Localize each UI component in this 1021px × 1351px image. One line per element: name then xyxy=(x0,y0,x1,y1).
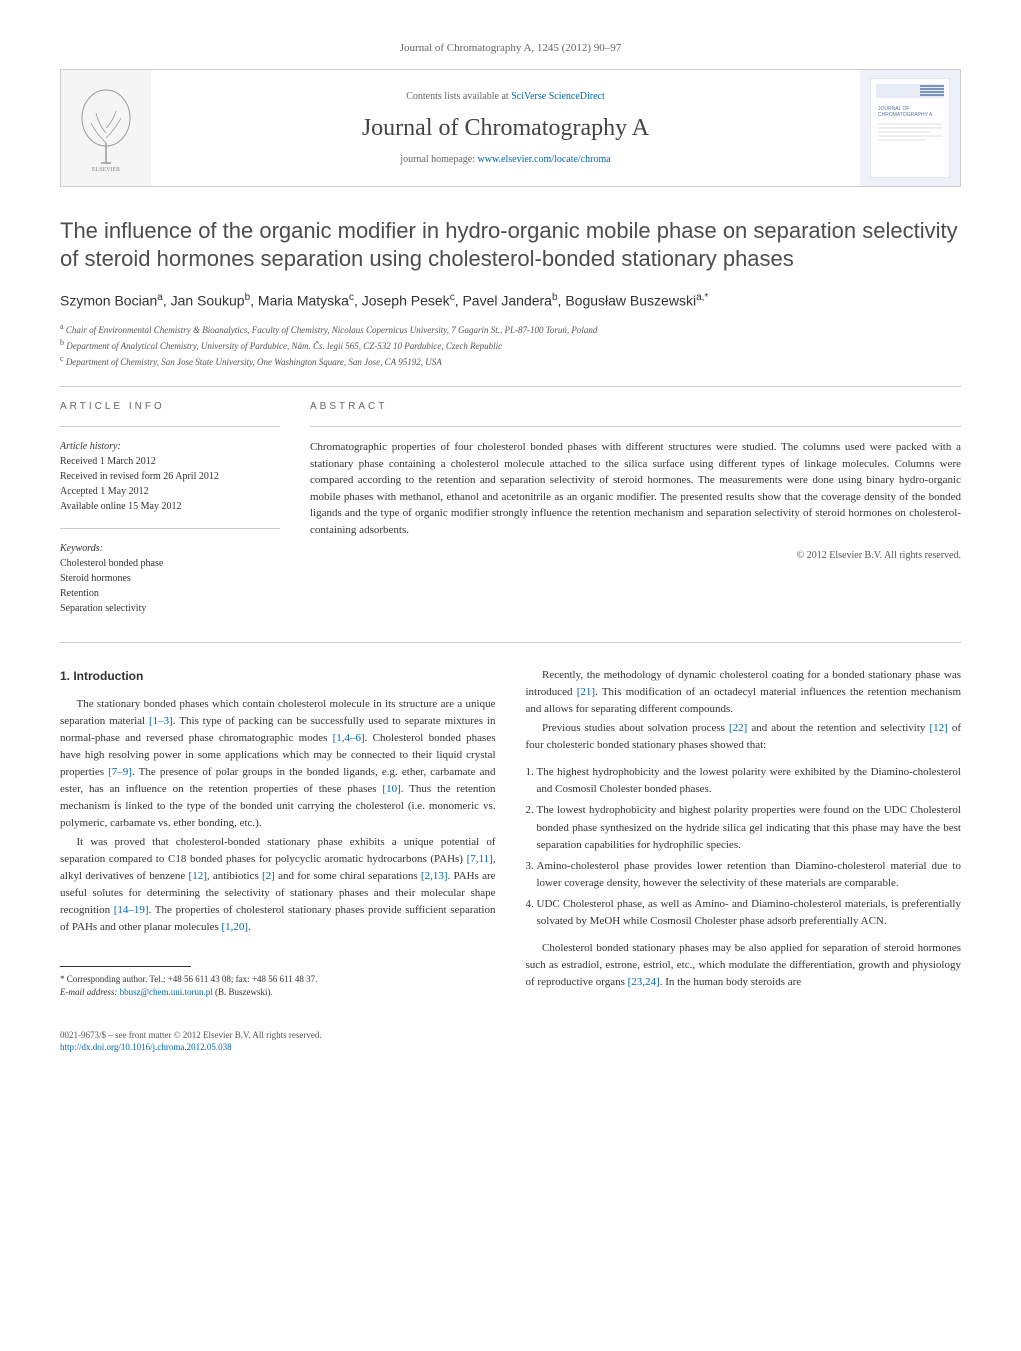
svg-text:ELSEVIER: ELSEVIER xyxy=(92,167,120,173)
left-column: 1. Introduction The stationary bonded ph… xyxy=(60,667,496,998)
keyword-item: Retention xyxy=(60,586,280,601)
separator xyxy=(60,386,961,387)
sciencedirect-link[interactable]: SciVerse ScienceDirect xyxy=(511,91,605,102)
history-received: Received 1 March 2012 xyxy=(60,454,280,469)
numbered-list: The highest hydrophobicity and the lowes… xyxy=(537,764,962,929)
body-paragraph: It was proved that cholesterol-bonded st… xyxy=(60,834,496,936)
homepage-link[interactable]: www.elsevier.com/locate/chroma xyxy=(478,154,611,165)
list-item: The highest hydrophobicity and the lowes… xyxy=(537,764,962,798)
abstract-column: ABSTRACT Chromatographic properties of f… xyxy=(310,399,961,630)
article-info-column: ARTICLE INFO Article history: Received 1… xyxy=(60,399,280,630)
list-item: The lowest hydrophobicity and highest po… xyxy=(537,802,962,853)
authors-line: Szymon Bociana, Jan Soukupb, Maria Matys… xyxy=(60,290,961,312)
intro-heading: 1. Introduction xyxy=(60,667,496,686)
contents-line: Contents lists available at SciVerse Sci… xyxy=(171,89,840,104)
footer-block: 0021-9673/$ – see front matter © 2012 El… xyxy=(60,1029,961,1054)
homepage-prefix: journal homepage: xyxy=(400,154,477,165)
affiliations-block: a Chair of Environmental Chemistry & Bio… xyxy=(60,321,961,368)
list-item: UDC Cholesterol phase, as well as Amino-… xyxy=(537,896,962,930)
journal-header-box: ELSEVIER Contents lists available at Sci… xyxy=(60,69,961,187)
homepage-line: journal homepage: www.elsevier.com/locat… xyxy=(171,152,840,167)
affiliation-line: b Department of Analytical Chemistry, Un… xyxy=(60,337,961,353)
separator xyxy=(310,426,961,427)
publisher-logo: ELSEVIER xyxy=(61,70,151,186)
info-abstract-row: ARTICLE INFO Article history: Received 1… xyxy=(60,399,961,630)
history-label: Article history: xyxy=(60,439,280,454)
affiliation-line: a Chair of Environmental Chemistry & Bio… xyxy=(60,321,961,337)
separator xyxy=(60,426,280,427)
journal-cover-thumbnail: JOURNAL OF CHROMATOGRAPHY A xyxy=(860,70,960,186)
list-item: Amino-cholesterol phase provides lower r… xyxy=(537,858,962,892)
body-paragraph: The stationary bonded phases which conta… xyxy=(60,696,496,832)
doi-link[interactable]: http://dx.doi.org/10.1016/j.chroma.2012.… xyxy=(60,1042,232,1052)
body-paragraph: Previous studies about solvation process… xyxy=(526,720,962,754)
journal-name: Journal of Chromatography A xyxy=(171,110,840,146)
keyword-item: Separation selectivity xyxy=(60,601,280,616)
keywords-block: Keywords: Cholesterol bonded phaseSteroi… xyxy=(60,541,280,616)
keywords-label: Keywords: xyxy=(60,541,280,556)
abstract-label: ABSTRACT xyxy=(310,399,961,414)
separator xyxy=(60,642,961,643)
journal-header-center: Contents lists available at SciVerse Sci… xyxy=(151,70,860,186)
copyright-line: © 2012 Elsevier B.V. All rights reserved… xyxy=(310,548,961,563)
history-revised: Received in revised form 26 April 2012 xyxy=(60,469,280,484)
elsevier-tree-icon: ELSEVIER xyxy=(71,83,141,173)
email-link[interactable]: bbusz@chem.uni.torun.pl xyxy=(120,987,213,997)
citation-header: Journal of Chromatography A, 1245 (2012)… xyxy=(60,40,961,57)
footnote-marker: * xyxy=(60,974,65,984)
abstract-text: Chromatographic properties of four chole… xyxy=(310,439,961,538)
keyword-item: Cholesterol bonded phase xyxy=(60,556,280,571)
article-title: The influence of the organic modifier in… xyxy=(60,217,961,274)
cover-icon: JOURNAL OF CHROMATOGRAPHY A xyxy=(870,78,950,178)
footnote-suffix: (B. Buszewski). xyxy=(215,987,273,997)
body-columns: 1. Introduction The stationary bonded ph… xyxy=(60,667,961,998)
article-info-label: ARTICLE INFO xyxy=(60,399,280,414)
body-paragraph: Cholesterol bonded stationary phases may… xyxy=(526,940,962,991)
svg-text:CHROMATOGRAPHY A: CHROMATOGRAPHY A xyxy=(878,112,933,118)
email-label: E-mail address: xyxy=(60,987,117,997)
contents-prefix: Contents lists available at xyxy=(406,91,511,102)
issn-line: 0021-9673/$ – see front matter © 2012 El… xyxy=(60,1029,961,1042)
footnote-separator xyxy=(60,966,191,967)
keyword-item: Steroid hormones xyxy=(60,571,280,586)
separator xyxy=(60,528,280,529)
corresponding-author-footnote: * Corresponding author. Tel.: +48 56 611… xyxy=(60,973,496,998)
right-column: Recently, the methodology of dynamic cho… xyxy=(526,667,962,998)
affiliation-line: c Department of Chemistry, San Jose Stat… xyxy=(60,353,961,369)
body-paragraph: Recently, the methodology of dynamic cho… xyxy=(526,667,962,718)
history-online: Available online 15 May 2012 xyxy=(60,499,280,514)
history-block: Article history: Received 1 March 2012 R… xyxy=(60,439,280,514)
footnote-text: Corresponding author. Tel.: +48 56 611 4… xyxy=(67,974,318,984)
history-accepted: Accepted 1 May 2012 xyxy=(60,484,280,499)
